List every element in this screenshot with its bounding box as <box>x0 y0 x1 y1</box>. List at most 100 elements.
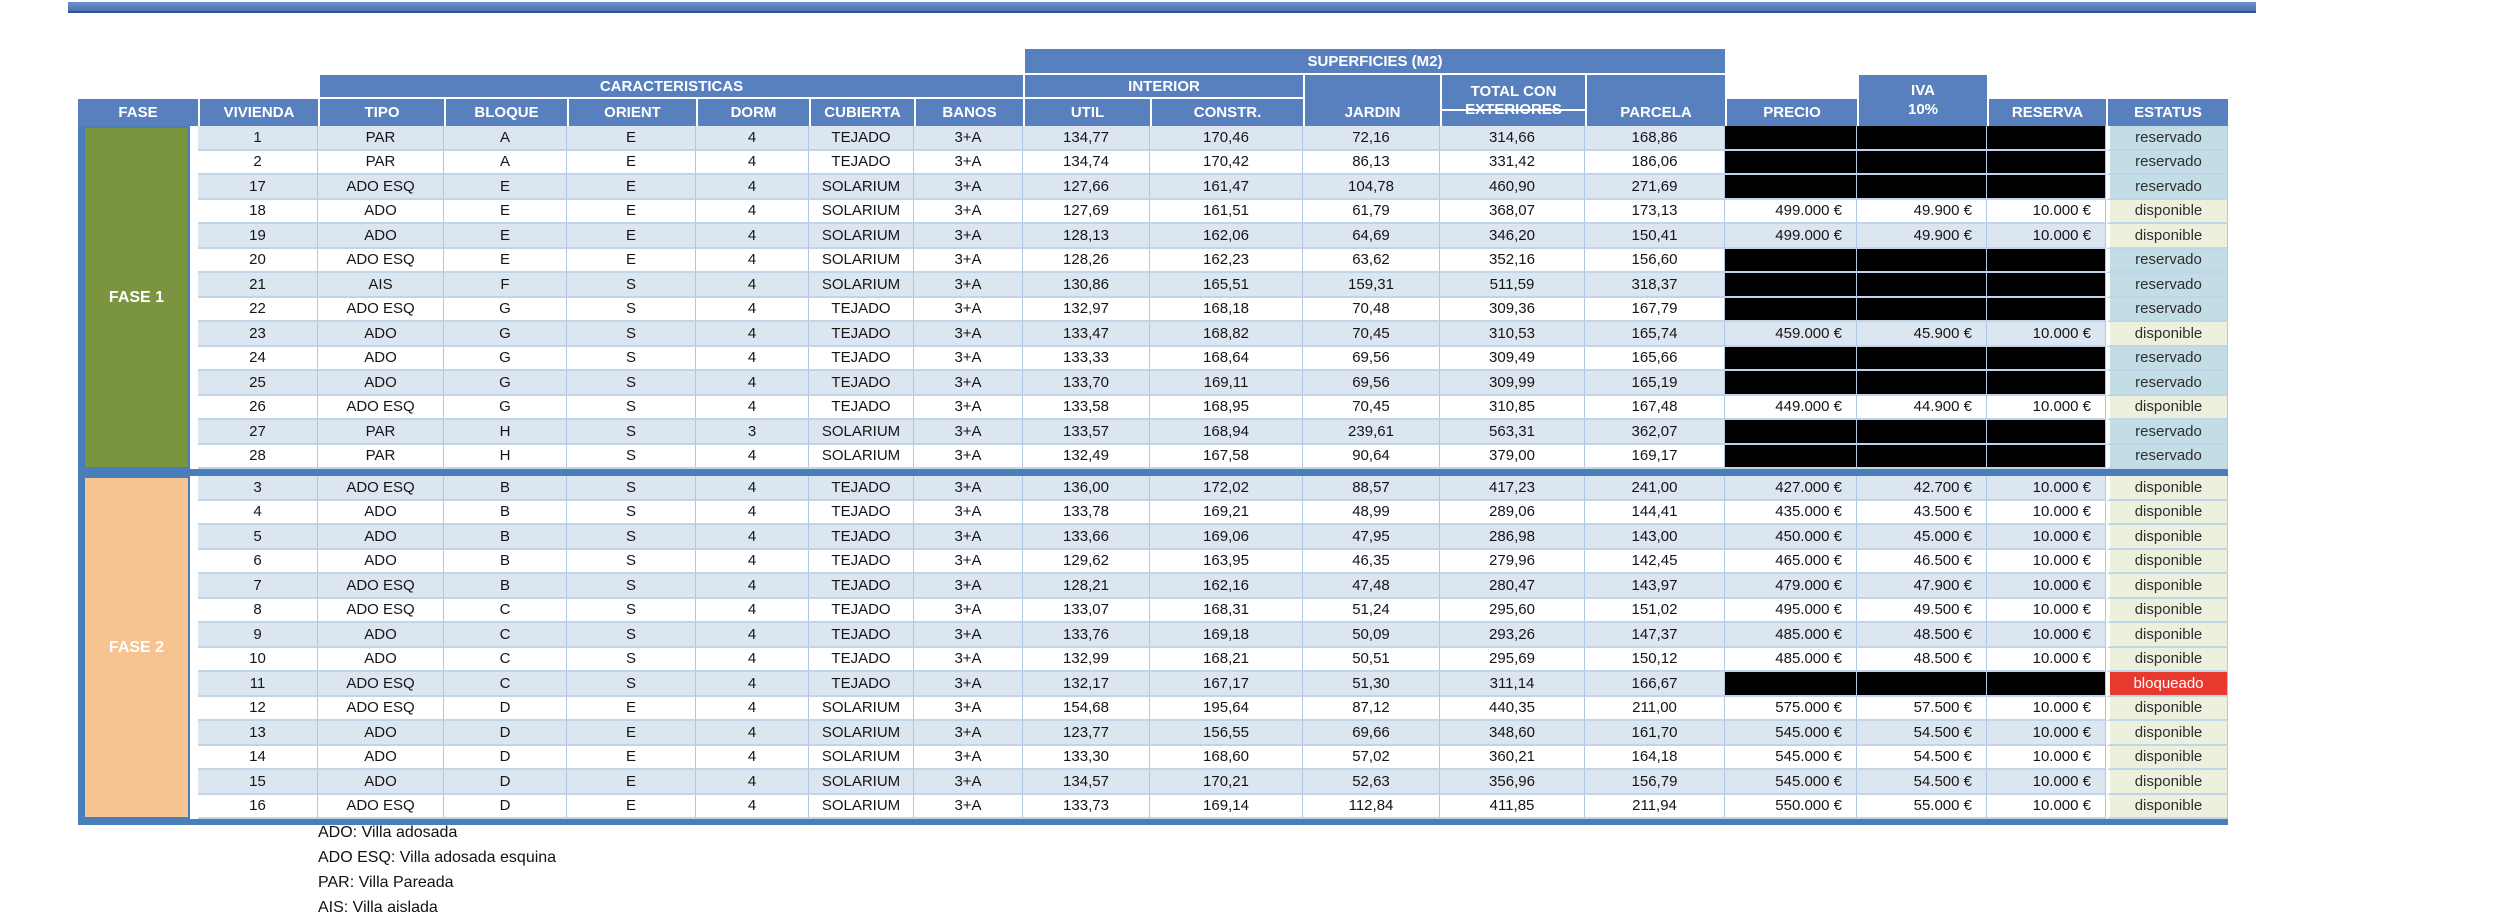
cell-parcela: 144,41 <box>1585 500 1725 525</box>
cell-iva: 55.000 € <box>1857 794 1987 819</box>
cell-cubierta: TEJADO <box>809 476 914 501</box>
table-row-vivienda-20: 20 ADO ESQ E E 4 SOLARIUM 3+A 128,26 162,23 63,62… <box>198 248 2228 273</box>
cell-constr: 169,21 <box>1150 500 1303 525</box>
cell-dorm: 4 <box>696 346 809 371</box>
cell-cubierta: SOLARIUM <box>809 794 914 819</box>
cell-cubierta: SOLARIUM <box>809 175 914 200</box>
cell-constr: 168,21 <box>1150 647 1303 672</box>
cell-parcela: 362,07 <box>1585 420 1725 445</box>
cell-cubierta: TEJADO <box>809 126 914 151</box>
cell-vivienda: 3 <box>198 476 318 501</box>
cell-reserva-redacted <box>1987 346 2106 371</box>
cell-reserva: 10.000 € <box>1987 549 2106 574</box>
cell-jardin: 52,63 <box>1303 770 1440 795</box>
cell-cubierta: TEJADO <box>809 500 914 525</box>
cell-precio-redacted <box>1725 371 1857 396</box>
status-badge: disponible <box>2106 500 2228 525</box>
cell-dorm: 4 <box>696 647 809 672</box>
cell-util: 136,00 <box>1023 476 1150 501</box>
cell-cubierta: SOLARIUM <box>809 420 914 445</box>
header-banos: BANOS <box>914 99 1023 126</box>
status-badge: reservado <box>2106 248 2228 273</box>
cell-precio: 479.000 € <box>1725 574 1857 599</box>
cell-constr: 169,11 <box>1150 371 1303 396</box>
cell-reserva-redacted <box>1987 150 2106 175</box>
cell-orient: S <box>567 672 696 697</box>
cell-reserva: 10.000 € <box>1987 770 2106 795</box>
table-row-vivienda-21: 21 AIS F S 4 SOLARIUM 3+A 130,86 165,51 159,31 511… <box>198 273 2228 298</box>
header-bloque: BLOQUE <box>444 99 567 126</box>
cell-bloque: G <box>444 322 567 347</box>
cell-bloque: E <box>444 175 567 200</box>
cell-parcela: 318,37 <box>1585 273 1725 298</box>
fase-block: FASE 1 <box>83 126 190 469</box>
cell-iva: 57.500 € <box>1857 696 1987 721</box>
cell-util: 127,66 <box>1023 175 1150 200</box>
cell-tipo: ADO <box>318 721 444 746</box>
cell-constr: 161,51 <box>1150 199 1303 224</box>
cell-orient: S <box>567 500 696 525</box>
cell-parcela: 151,02 <box>1585 598 1725 623</box>
cell-vivienda: 6 <box>198 549 318 574</box>
cell-constr: 165,51 <box>1150 273 1303 298</box>
cell-bloque: A <box>444 150 567 175</box>
cell-total: 279,96 <box>1440 549 1585 574</box>
cell-vivienda: 21 <box>198 273 318 298</box>
cell-cubierta: SOLARIUM <box>809 248 914 273</box>
cell-tipo: ADO <box>318 623 444 648</box>
cell-parcela: 271,69 <box>1585 175 1725 200</box>
cell-util: 132,99 <box>1023 647 1150 672</box>
cell-orient: E <box>567 248 696 273</box>
cell-banos: 3+A <box>914 150 1023 175</box>
cell-dorm: 4 <box>696 273 809 298</box>
cell-precio-redacted <box>1725 346 1857 371</box>
cell-orient: S <box>567 549 696 574</box>
cell-tipo: ADO <box>318 745 444 770</box>
phase-2-section: FASE 2 3 ADO ESQ B S 4 TEJADO 3+A 136,00 172,02 88… <box>83 476 2228 819</box>
cell-constr: 168,82 <box>1150 322 1303 347</box>
phase-rows: 1 PAR A E 4 TEJADO 3+A 134,77 170,46 72,16 314,66 1… <box>198 126 2228 469</box>
cell-parcela: 211,94 <box>1585 794 1725 819</box>
cell-dorm: 4 <box>696 371 809 396</box>
cell-bloque: A <box>444 126 567 151</box>
cell-constr: 167,17 <box>1150 672 1303 697</box>
status-badge: reservado <box>2106 175 2228 200</box>
cell-iva: 54.500 € <box>1857 721 1987 746</box>
cell-util: 133,76 <box>1023 623 1150 648</box>
cell-tipo: ADO <box>318 549 444 574</box>
cell-constr: 168,95 <box>1150 395 1303 420</box>
status-badge: disponible <box>2106 794 2228 819</box>
cell-vivienda: 19 <box>198 224 318 249</box>
table-row-vivienda-17: 17 ADO ESQ E E 4 SOLARIUM 3+A 127,66 161,47 104,7… <box>198 175 2228 200</box>
cell-vivienda: 1 <box>198 126 318 151</box>
table-row-vivienda-7: 7 ADO ESQ B S 4 TEJADO 3+A 128,21 162,16 47,48 280… <box>198 574 2228 599</box>
cell-cubierta: SOLARIUM <box>809 721 914 746</box>
cell-util: 128,21 <box>1023 574 1150 599</box>
header-iva-line2: 10% <box>1907 100 1939 118</box>
cell-precio: 499.000 € <box>1725 199 1857 224</box>
cell-cubierta: TEJADO <box>809 297 914 322</box>
cell-bloque: G <box>444 297 567 322</box>
cell-total: 310,85 <box>1440 395 1585 420</box>
table-row-vivienda-27: 27 PAR H S 3 SOLARIUM 3+A 133,57 168,94 239,61 563… <box>198 420 2228 445</box>
cell-jardin: 88,57 <box>1303 476 1440 501</box>
cell-banos: 3+A <box>914 420 1023 445</box>
cell-dorm: 4 <box>696 623 809 648</box>
cell-dorm: 4 <box>696 500 809 525</box>
cell-util: 130,86 <box>1023 273 1150 298</box>
cell-tipo: ADO <box>318 525 444 550</box>
status-badge: reservado <box>2106 150 2228 175</box>
cell-cubierta: SOLARIUM <box>809 444 914 469</box>
cell-jardin: 104,78 <box>1303 175 1440 200</box>
cell-vivienda: 2 <box>198 150 318 175</box>
cell-total: 286,98 <box>1440 525 1585 550</box>
cell-vivienda: 16 <box>198 794 318 819</box>
cell-tipo: ADO ESQ <box>318 598 444 623</box>
status-badge: disponible <box>2106 549 2228 574</box>
cell-jardin: 72,16 <box>1303 126 1440 151</box>
cell-tipo: ADO ESQ <box>318 696 444 721</box>
cell-cubierta: TEJADO <box>809 525 914 550</box>
header-estatus: ESTATUS <box>2106 99 2228 126</box>
price-table: SUPERFICIES (M2) CARACTERISTICAS INTERIO… <box>78 49 2228 825</box>
cell-orient: E <box>567 721 696 746</box>
